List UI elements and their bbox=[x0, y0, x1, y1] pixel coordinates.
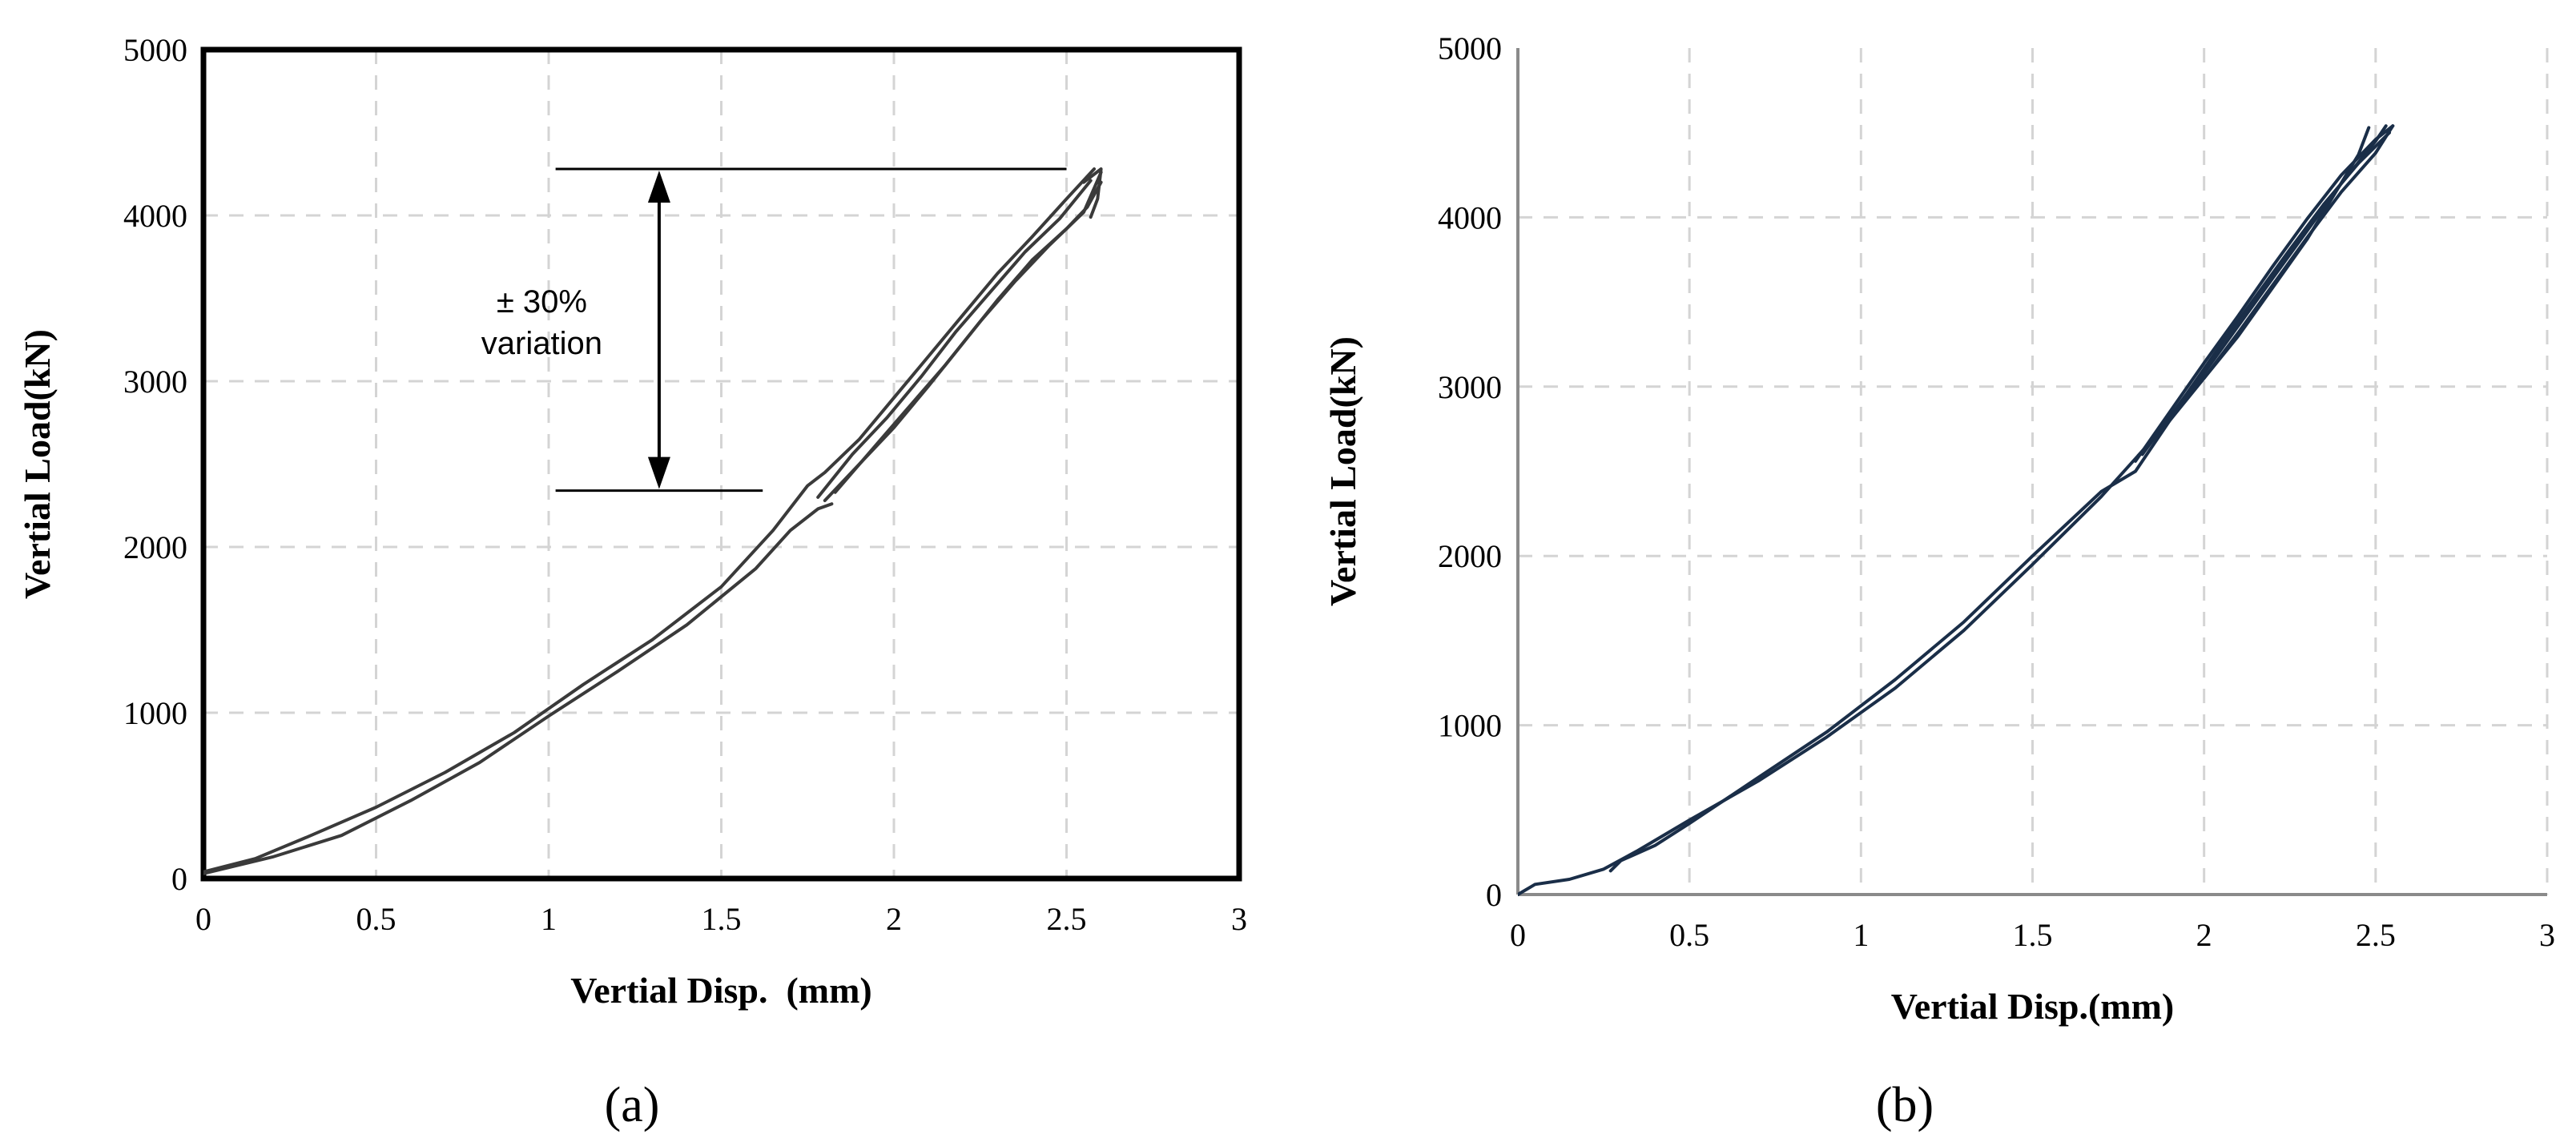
x-tick-label: 0 bbox=[1510, 917, 1526, 953]
series-line-3 bbox=[2134, 124, 2395, 463]
series-group bbox=[1518, 124, 2395, 896]
plot-frame bbox=[200, 46, 1242, 882]
y-axis-title: Vertial Load(kN) bbox=[1322, 336, 1363, 606]
annotation-arrowhead-down bbox=[647, 456, 670, 489]
y-tick-label: 4000 bbox=[123, 198, 187, 234]
y-tick-label: 5000 bbox=[123, 32, 187, 68]
y-tick-label: 5000 bbox=[1438, 30, 1502, 66]
y-tick-label: 1000 bbox=[123, 695, 187, 731]
annotation-arrowhead-up bbox=[647, 171, 670, 203]
y-tick-label: 3000 bbox=[123, 364, 187, 400]
x-tick-label: 1.5 bbox=[702, 901, 742, 937]
y-tick-label: 0 bbox=[171, 861, 187, 897]
series-line-5 bbox=[2202, 124, 2395, 380]
x-tick-label: 2.5 bbox=[1047, 901, 1087, 937]
y-tick-label: 2000 bbox=[123, 529, 187, 565]
x-tick-label: 2.5 bbox=[2356, 917, 2396, 953]
y-tick-label: 2000 bbox=[1438, 538, 1502, 574]
x-tick-label: 3 bbox=[2539, 917, 2555, 953]
series-line-4 bbox=[833, 171, 1103, 494]
series-line-2 bbox=[1608, 124, 2388, 873]
x-tick-label: 0.5 bbox=[1669, 917, 1709, 953]
series-line-1 bbox=[203, 167, 1096, 874]
y-tick-label: 0 bbox=[1486, 877, 1502, 913]
series-line-2 bbox=[203, 502, 834, 875]
y-tick-label: 1000 bbox=[1438, 708, 1502, 744]
x-tick-label: 3 bbox=[1231, 901, 1247, 937]
annotation-text-line: ± 30% bbox=[497, 284, 587, 320]
series-line-6 bbox=[1082, 167, 1103, 219]
chart-panel-b: 0 0.5 1 1.5 2 2.5 3 0 1000 2000 3000 4000 5000 Vertia… bbox=[1322, 30, 2555, 1132]
y-tick-label: 4000 bbox=[1438, 199, 1502, 235]
x-tick-label: 2 bbox=[2196, 917, 2212, 953]
x-tick-label: 2 bbox=[886, 901, 902, 937]
x-tick-label: 0.5 bbox=[356, 901, 396, 937]
x-axis-title: Vertial Disp. (mm) bbox=[570, 970, 871, 1011]
panel-label: (b) bbox=[1876, 1078, 1934, 1132]
x-tick-label: 1 bbox=[1853, 917, 1869, 953]
series-line-5 bbox=[816, 179, 1093, 499]
series-line-4 bbox=[2140, 131, 2391, 456]
chart-panel-a: 0 0.5 1 1.5 2 2.5 3 0 1000 2000 3000 4000 5000 Vertia… bbox=[17, 32, 1247, 1132]
annotation-text-line: variation bbox=[481, 326, 602, 361]
x-tick-label: 1.5 bbox=[2013, 917, 2053, 953]
y-axis-title: Vertial Load(kN) bbox=[17, 329, 58, 599]
y-tick-label: 3000 bbox=[1438, 369, 1502, 405]
x-tick-label: 0 bbox=[195, 901, 211, 937]
panel-label: (a) bbox=[605, 1078, 660, 1132]
x-tick-label: 1 bbox=[541, 901, 557, 937]
series-line-1 bbox=[1518, 126, 2371, 896]
x-axis-title: Vertial Disp.(mm) bbox=[1891, 986, 2174, 1027]
series-group bbox=[203, 167, 1103, 875]
